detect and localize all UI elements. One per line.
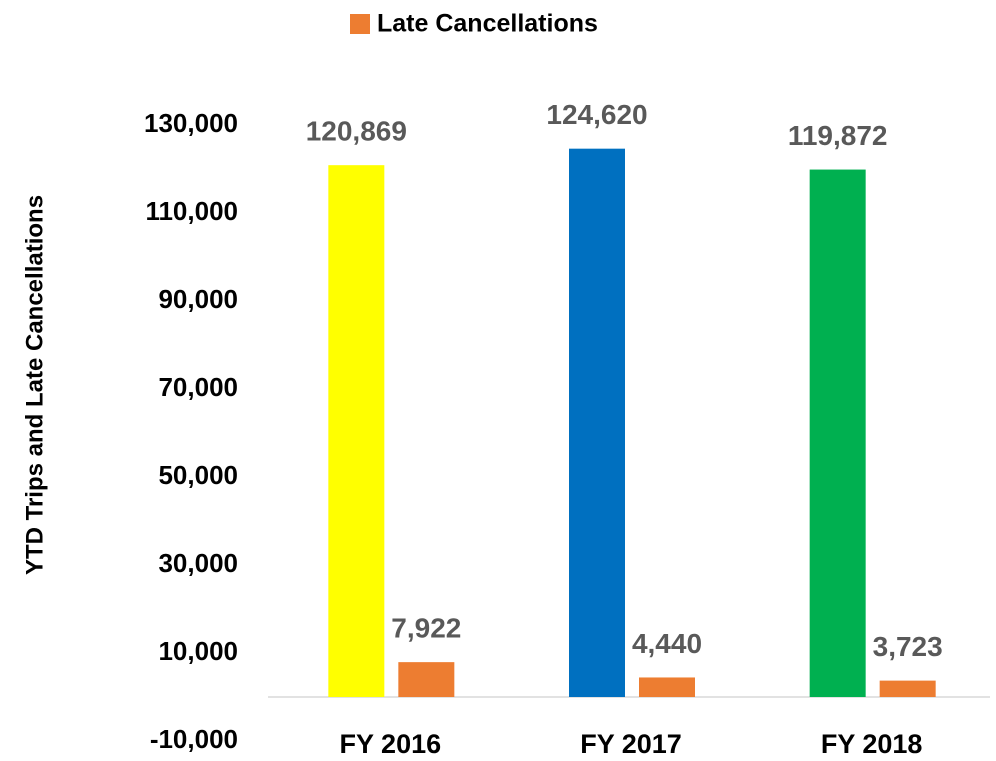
y-tick-label: 50,000 [158,460,238,490]
bar [809,169,866,697]
y-tick-label: 30,000 [158,548,238,578]
x-tick-label: FY 2018 [821,729,923,759]
bar [328,165,385,698]
y-tick-label: 10,000 [158,636,238,666]
value-label: 124,620 [546,99,647,130]
x-tick-label: FY 2016 [340,729,442,759]
value-label: 120,869 [306,116,407,147]
y-tick-label: -10,000 [150,724,238,754]
y-tick-label: 130,000 [144,108,238,138]
legend-label: Late Cancellations [377,10,598,38]
y-axis-label: YTD Trips and Late Cancellations [21,195,48,575]
bar [639,677,695,697]
value-label: 7,922 [391,613,461,644]
bar [398,662,455,697]
legend-swatch [350,14,370,34]
value-label: 3,723 [873,631,943,662]
bar [879,680,936,697]
value-label: 4,440 [632,628,702,659]
y-tick-label: 110,000 [145,196,238,226]
bar [569,148,625,697]
y-tick-label: 90,000 [158,284,238,314]
x-tick-label: FY 2017 [580,729,682,759]
value-label: 119,872 [788,120,888,151]
y-tick-label: 70,000 [158,372,238,402]
